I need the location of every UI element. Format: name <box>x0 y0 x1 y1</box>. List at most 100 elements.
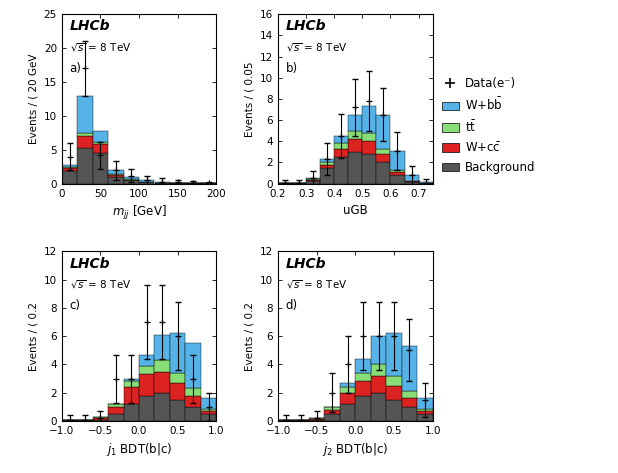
Bar <box>170 333 185 373</box>
Bar <box>417 414 433 421</box>
Bar <box>386 376 402 385</box>
Bar <box>93 418 108 420</box>
Bar <box>340 387 355 393</box>
Bar <box>324 414 340 421</box>
Bar <box>324 410 340 414</box>
Text: $\sqrt{s}$ = 8 TeV: $\sqrt{s}$ = 8 TeV <box>286 279 347 291</box>
Bar <box>355 395 371 421</box>
Bar <box>124 381 139 387</box>
Bar <box>362 106 376 133</box>
Bar <box>77 420 93 421</box>
Bar <box>371 393 386 421</box>
Y-axis label: Events / ( 0.2: Events / ( 0.2 <box>245 302 255 371</box>
Bar <box>405 182 418 184</box>
Bar <box>306 178 320 179</box>
Bar <box>139 395 154 421</box>
Bar <box>349 115 362 131</box>
Bar <box>371 365 386 376</box>
Bar <box>391 175 405 184</box>
Bar <box>62 167 77 168</box>
Bar <box>154 182 170 183</box>
Bar <box>349 139 362 152</box>
Bar <box>349 131 362 139</box>
Bar <box>417 411 433 414</box>
X-axis label: uGB: uGB <box>343 204 368 217</box>
Bar <box>154 183 170 184</box>
Bar <box>405 181 418 182</box>
Bar <box>185 388 201 395</box>
Bar <box>362 133 376 141</box>
Bar <box>77 149 93 184</box>
Bar <box>154 393 170 421</box>
Bar <box>201 398 216 409</box>
Bar <box>62 168 77 172</box>
Bar <box>362 154 376 184</box>
Bar <box>334 157 349 184</box>
Text: LHCb: LHCb <box>286 256 326 271</box>
Bar <box>154 335 170 360</box>
Bar <box>62 165 77 167</box>
Bar <box>402 398 417 407</box>
Bar <box>170 400 185 421</box>
Bar <box>306 181 320 184</box>
Bar <box>108 407 124 414</box>
Bar <box>376 154 391 163</box>
Bar <box>108 175 124 177</box>
Bar <box>355 381 371 395</box>
Bar <box>154 371 170 393</box>
Bar <box>340 393 355 404</box>
Bar <box>93 153 108 184</box>
Bar <box>278 420 294 421</box>
Bar <box>124 177 139 179</box>
Y-axis label: Events / ( 20 GeV: Events / ( 20 GeV <box>28 54 38 144</box>
Bar <box>309 420 324 421</box>
Bar <box>108 174 124 175</box>
Bar <box>386 333 402 376</box>
Bar <box>93 141 108 144</box>
Bar <box>201 409 216 411</box>
Bar <box>309 419 324 420</box>
X-axis label: $m_{jj}$ [GeV]: $m_{jj}$ [GeV] <box>112 204 166 222</box>
Bar <box>340 383 355 387</box>
Bar <box>306 179 320 180</box>
Bar <box>362 141 376 154</box>
Bar <box>417 409 433 411</box>
Bar <box>402 346 417 391</box>
Bar <box>139 374 154 395</box>
X-axis label: $j_1$ BDT(b|c): $j_1$ BDT(b|c) <box>106 441 172 458</box>
Bar <box>185 407 201 421</box>
Bar <box>371 336 386 365</box>
Bar <box>77 136 93 149</box>
Bar <box>391 170 405 172</box>
Bar <box>139 355 154 366</box>
Bar <box>405 175 418 181</box>
Bar <box>185 343 201 388</box>
Bar <box>386 385 402 400</box>
Bar <box>334 149 349 157</box>
Bar <box>77 133 93 136</box>
Y-axis label: Events / ( 0.05: Events / ( 0.05 <box>245 61 255 137</box>
Bar <box>201 414 216 421</box>
Y-axis label: Events / ( 0.2: Events / ( 0.2 <box>28 302 38 371</box>
Text: LHCb: LHCb <box>70 19 110 33</box>
Bar <box>391 172 405 175</box>
Bar <box>355 373 371 381</box>
Bar <box>93 144 108 153</box>
Bar <box>371 376 386 393</box>
Text: c): c) <box>70 299 80 312</box>
Bar <box>334 136 349 143</box>
Bar <box>93 420 108 421</box>
Bar <box>124 180 139 184</box>
Bar <box>402 407 417 421</box>
Bar <box>108 414 124 421</box>
Text: LHCb: LHCb <box>70 256 110 271</box>
Bar <box>108 404 124 407</box>
Bar <box>124 404 139 421</box>
Text: d): d) <box>286 299 298 312</box>
Bar <box>62 172 77 184</box>
Bar <box>376 115 391 149</box>
Bar <box>320 165 334 168</box>
Bar <box>320 163 334 165</box>
Bar <box>77 96 93 133</box>
Bar <box>340 404 355 421</box>
